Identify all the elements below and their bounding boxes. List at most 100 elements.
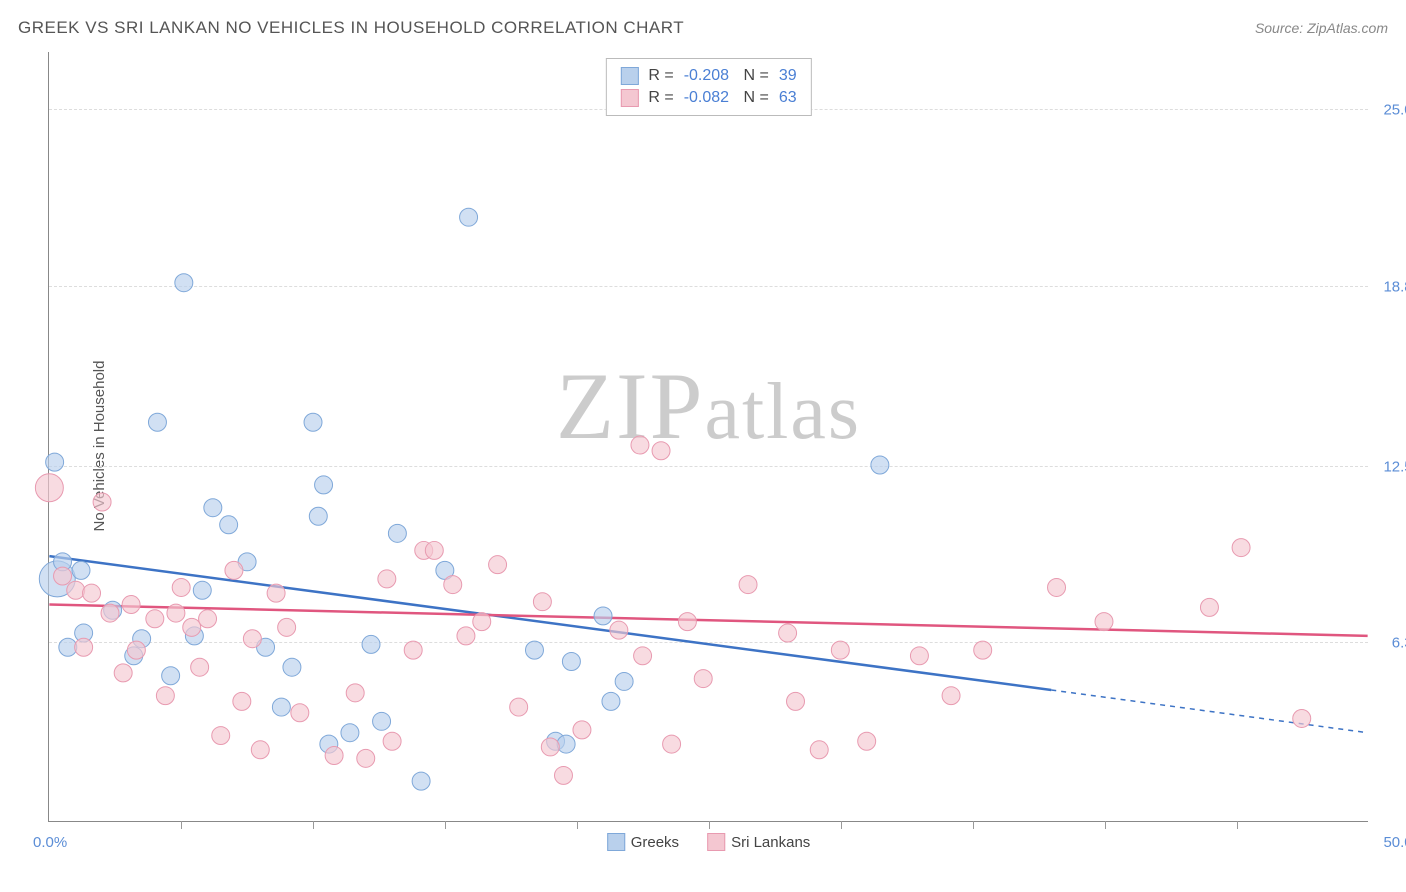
scatter-point: [193, 581, 211, 599]
legend-item-greeks: Greeks: [607, 833, 679, 851]
chart-title: GREEK VS SRI LANKAN NO VEHICLES IN HOUSE…: [18, 18, 684, 38]
ytick-label: 12.5%: [1383, 458, 1406, 475]
swatch-srilankans: [707, 833, 725, 851]
scatter-point: [162, 667, 180, 685]
scatter-point: [974, 641, 992, 659]
scatter-point: [101, 604, 119, 622]
scatter-point: [341, 724, 359, 742]
scatter-point: [59, 638, 77, 656]
x-max-label: 50.0%: [1383, 834, 1406, 851]
scatter-point: [910, 647, 928, 665]
legend-item-srilankans: Sri Lankans: [707, 833, 810, 851]
source-label: Source: ZipAtlas.com: [1255, 20, 1388, 36]
scatter-point: [541, 738, 559, 756]
xtick: [1105, 821, 1106, 829]
scatter-point: [555, 766, 573, 784]
scatter-point: [304, 413, 322, 431]
xtick: [181, 821, 182, 829]
ytick-label: 6.3%: [1392, 635, 1406, 652]
scatter-point: [220, 516, 238, 534]
scatter-point: [460, 208, 478, 226]
legend: Greeks Sri Lankans: [607, 833, 811, 851]
xtick: [577, 821, 578, 829]
scatter-point: [362, 635, 380, 653]
scatter-point: [739, 576, 757, 594]
scatter-point: [233, 692, 251, 710]
scatter-point: [146, 610, 164, 628]
swatch-greeks: [607, 833, 625, 851]
r-value: -0.082: [684, 89, 729, 107]
scatter-point: [127, 641, 145, 659]
scatter-point: [325, 747, 343, 765]
scatter-point: [573, 721, 591, 739]
scatter-point: [46, 453, 64, 471]
stats-legend: R = -0.208 N = 39 R = -0.082 N = 63: [605, 58, 811, 116]
scatter-point: [404, 641, 422, 659]
scatter-point: [67, 581, 85, 599]
scatter-point: [378, 570, 396, 588]
scatter-point: [1232, 539, 1250, 557]
scatter-point: [615, 672, 633, 690]
scatter-point: [652, 442, 670, 460]
scatter-point: [204, 499, 222, 517]
scatter-point: [309, 507, 327, 525]
plot-area: ZIPatlas 6.3%12.5%18.8%25.0% R = -0.208 …: [48, 52, 1368, 822]
scatter-point: [663, 735, 681, 753]
scatter-point: [1048, 578, 1066, 596]
scatter-point: [810, 741, 828, 759]
stats-row-greeks: R = -0.208 N = 39: [620, 65, 796, 87]
scatter-point: [425, 541, 443, 559]
scatter-point: [225, 561, 243, 579]
scatter-point: [602, 692, 620, 710]
scatter-point: [83, 584, 101, 602]
n-value: 63: [779, 89, 797, 107]
scatter-point: [557, 735, 575, 753]
scatter-point: [93, 493, 111, 511]
swatch-srilankans: [620, 89, 638, 107]
scatter-point: [291, 704, 309, 722]
scatter-point: [694, 670, 712, 688]
x-min-label: 0.0%: [33, 834, 67, 851]
xtick: [445, 821, 446, 829]
scatter-point: [278, 618, 296, 636]
xtick: [313, 821, 314, 829]
header: GREEK VS SRI LANKAN NO VEHICLES IN HOUSE…: [18, 18, 1388, 38]
xtick: [709, 821, 710, 829]
scatter-point: [631, 436, 649, 454]
scatter-point: [251, 741, 269, 759]
scatter-point: [787, 692, 805, 710]
scatter-point: [75, 638, 93, 656]
chart-container: GREEK VS SRI LANKAN NO VEHICLES IN HOUSE…: [0, 0, 1406, 892]
scatter-point: [212, 727, 230, 745]
n-value: 39: [779, 67, 797, 85]
scatter-point: [172, 578, 190, 596]
scatter-point: [1095, 613, 1113, 631]
scatter-point: [457, 627, 475, 645]
scatter-point: [634, 647, 652, 665]
scatter-point: [167, 604, 185, 622]
scatter-points: [49, 52, 1368, 821]
scatter-point: [175, 274, 193, 292]
scatter-point: [243, 630, 261, 648]
scatter-point: [412, 772, 430, 790]
scatter-point: [1200, 598, 1218, 616]
ytick-label: 25.0%: [1383, 102, 1406, 119]
scatter-point: [388, 524, 406, 542]
scatter-point: [473, 613, 491, 631]
scatter-point: [315, 476, 333, 494]
scatter-point: [357, 749, 375, 767]
scatter-point: [678, 613, 696, 631]
scatter-point: [489, 556, 507, 574]
scatter-point: [35, 474, 63, 502]
scatter-point: [183, 618, 201, 636]
scatter-point: [533, 593, 551, 611]
scatter-point: [72, 561, 90, 579]
scatter-point: [510, 698, 528, 716]
scatter-point: [346, 684, 364, 702]
legend-label: Sri Lankans: [731, 834, 810, 851]
xtick: [973, 821, 974, 829]
scatter-point: [122, 596, 140, 614]
scatter-point: [114, 664, 132, 682]
scatter-point: [1293, 709, 1311, 727]
scatter-point: [525, 641, 543, 659]
